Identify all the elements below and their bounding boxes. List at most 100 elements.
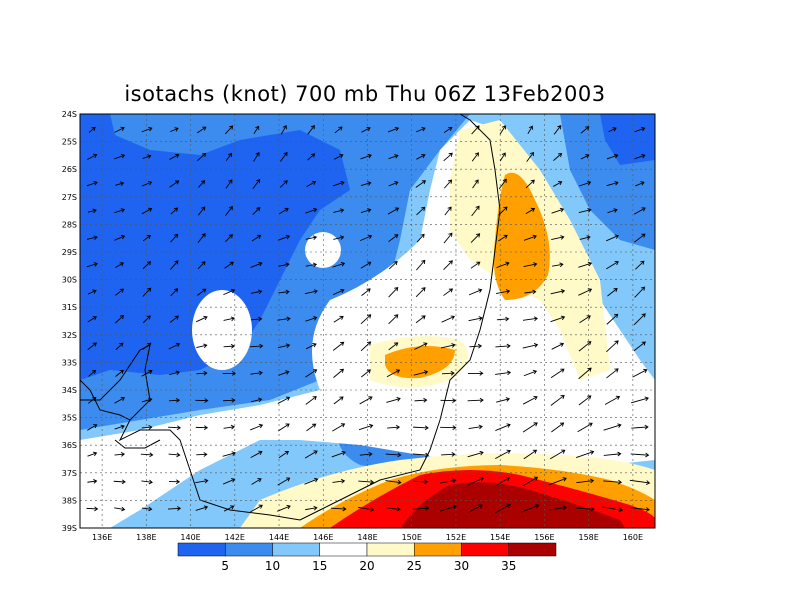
wind-arrow	[468, 504, 483, 513]
lon-tick-label: 150E	[402, 533, 422, 542]
colorbar: 5 10 15 20 25 30 35	[177, 542, 557, 573]
wind-arrow	[386, 506, 401, 512]
wind-arrow	[471, 125, 480, 135]
lat-tick-label: 27S	[62, 193, 77, 202]
wind-arrow	[87, 397, 97, 404]
wind-arrow	[496, 261, 510, 269]
wind-arrow	[305, 369, 318, 378]
wind-arrow	[142, 154, 152, 159]
wind-arrow	[414, 342, 428, 350]
wind-arrow	[580, 154, 590, 160]
wind-arrow	[141, 207, 153, 215]
wind-arrow	[141, 126, 153, 133]
wind-arrow	[168, 425, 181, 431]
wind-arrow	[443, 126, 453, 133]
wind-arrow	[195, 505, 209, 511]
wind-arrow	[603, 423, 622, 431]
wind-arrow	[332, 478, 346, 484]
wind-arrow	[608, 127, 617, 133]
wind-arrow	[250, 261, 263, 268]
wind-arrow	[333, 315, 344, 323]
wind-arrow	[496, 316, 510, 322]
lat-tick-label: 33S	[62, 358, 77, 367]
wind-arrow	[414, 397, 428, 403]
colorbar-label: 35	[501, 559, 516, 573]
wind-arrow	[253, 125, 260, 134]
wind-arrow	[470, 261, 481, 269]
lat-tick-label: 35S	[62, 414, 77, 423]
wind-arrow	[606, 180, 619, 187]
wind-arrow	[304, 289, 318, 295]
wind-arrow	[169, 315, 179, 323]
wind-arrow	[197, 233, 206, 243]
wind-arrow	[444, 179, 453, 189]
wind-arrow	[578, 395, 592, 406]
wind-arrow	[551, 235, 565, 240]
lon-tick-label: 160E	[623, 533, 643, 542]
wind-arrow	[526, 151, 535, 162]
wind-arrow	[439, 504, 457, 512]
wind-vectors	[86, 124, 651, 514]
wind-arrow	[606, 340, 619, 353]
wind-arrow	[114, 424, 125, 430]
wind-arrow	[87, 424, 98, 431]
colorbar-swatch	[508, 542, 557, 557]
wind-arrow	[496, 397, 511, 403]
wind-arrow	[358, 479, 375, 485]
wind-arrow	[495, 477, 511, 487]
wind-arrow	[630, 507, 650, 512]
wind-arrow	[114, 208, 126, 214]
wind-arrow	[469, 343, 483, 349]
wind-arrow	[415, 315, 426, 324]
wind-arrow	[634, 153, 646, 160]
wind-arrow	[633, 313, 646, 326]
wind-arrow	[114, 315, 125, 324]
wind-arrow	[250, 504, 263, 513]
colorbar-swatch	[366, 542, 415, 557]
wind-arrow	[168, 397, 181, 403]
wind-arrow	[551, 207, 565, 214]
wind-arrow	[277, 343, 291, 349]
wind-arrow	[575, 506, 595, 512]
wind-arrow	[141, 180, 153, 187]
wind-arrow	[114, 451, 125, 457]
wind-arrow	[631, 424, 649, 430]
wind-arrow	[577, 422, 593, 433]
wind-arrow	[168, 452, 181, 458]
wind-arrow	[416, 153, 426, 160]
wind-arrow	[113, 479, 126, 485]
colorbar-swatch	[319, 542, 368, 557]
wind-arrow	[525, 179, 535, 189]
wind-arrow	[495, 370, 512, 376]
wind-arrow	[522, 476, 539, 487]
wind-arrow	[440, 425, 457, 431]
wind-arrow	[576, 450, 595, 459]
wind-arrow	[415, 180, 427, 188]
wind-arrow	[223, 424, 236, 430]
wind-arrow	[307, 153, 316, 161]
colorbar-swatch	[461, 542, 509, 557]
wind-arrow	[603, 451, 622, 457]
wind-arrow	[467, 370, 484, 376]
wind-arrow	[197, 152, 207, 162]
wind-arrow	[87, 342, 97, 351]
wind-arrow	[360, 314, 372, 325]
lon-tick-label: 158E	[578, 533, 598, 542]
wind-arrow	[170, 233, 179, 243]
wind-arrow	[552, 262, 564, 268]
wind-arrow	[115, 342, 124, 350]
wind-arrow	[385, 479, 402, 485]
wind-arrow	[332, 288, 345, 296]
wind-arrow	[250, 316, 263, 322]
wind-arrow	[331, 506, 347, 512]
wind-arrow	[441, 370, 455, 376]
wind-arrow	[225, 205, 233, 216]
wind-arrow	[548, 477, 567, 486]
wind-arrow	[114, 396, 126, 404]
wind-arrow	[358, 506, 375, 512]
wind-arrow	[223, 316, 235, 322]
wind-arrow	[602, 506, 623, 513]
wind-arrow	[498, 178, 507, 190]
wind-arrow	[87, 479, 98, 484]
wind-arrow	[387, 424, 401, 430]
